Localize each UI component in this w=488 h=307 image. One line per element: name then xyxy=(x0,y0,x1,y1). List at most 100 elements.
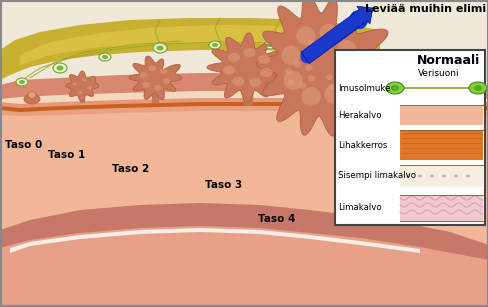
Ellipse shape xyxy=(311,48,318,52)
Ellipse shape xyxy=(227,53,240,62)
Ellipse shape xyxy=(338,87,345,92)
Ellipse shape xyxy=(325,74,332,80)
Polygon shape xyxy=(256,0,387,136)
Polygon shape xyxy=(10,228,419,253)
Text: Taso 0: Taso 0 xyxy=(5,140,42,150)
Ellipse shape xyxy=(319,24,338,43)
Ellipse shape xyxy=(344,70,351,76)
Ellipse shape xyxy=(325,45,332,50)
Ellipse shape xyxy=(465,174,469,177)
Ellipse shape xyxy=(339,65,358,84)
Ellipse shape xyxy=(468,82,486,94)
Ellipse shape xyxy=(153,43,167,53)
Polygon shape xyxy=(20,25,369,90)
Polygon shape xyxy=(0,73,488,307)
Ellipse shape xyxy=(264,41,275,49)
Bar xyxy=(399,165,482,187)
Ellipse shape xyxy=(336,40,356,59)
Ellipse shape xyxy=(298,83,306,89)
Ellipse shape xyxy=(99,53,111,61)
Ellipse shape xyxy=(307,40,313,45)
Ellipse shape xyxy=(77,90,82,94)
Ellipse shape xyxy=(208,41,221,49)
Ellipse shape xyxy=(16,78,28,86)
Ellipse shape xyxy=(260,68,272,77)
Text: Sisempi limakalvo: Sisempi limakalvo xyxy=(337,172,415,181)
FancyArrow shape xyxy=(300,6,372,64)
Bar xyxy=(399,195,482,221)
Text: Taso 1: Taso 1 xyxy=(48,150,85,160)
Ellipse shape xyxy=(313,51,320,56)
Ellipse shape xyxy=(19,80,25,84)
Ellipse shape xyxy=(163,78,170,84)
Ellipse shape xyxy=(212,43,218,47)
Bar xyxy=(399,130,482,160)
Ellipse shape xyxy=(72,82,77,86)
Ellipse shape xyxy=(328,84,335,90)
Polygon shape xyxy=(275,52,325,97)
Text: Herakalvo: Herakalvo xyxy=(337,111,381,119)
Ellipse shape xyxy=(385,82,403,94)
Ellipse shape xyxy=(346,55,352,59)
Ellipse shape xyxy=(142,82,150,87)
Ellipse shape xyxy=(81,78,86,82)
Polygon shape xyxy=(65,71,99,101)
Ellipse shape xyxy=(453,174,457,177)
Ellipse shape xyxy=(286,79,294,86)
Ellipse shape xyxy=(154,85,161,91)
Ellipse shape xyxy=(390,85,398,91)
Ellipse shape xyxy=(148,65,156,71)
Polygon shape xyxy=(317,60,362,100)
Ellipse shape xyxy=(343,53,355,61)
Polygon shape xyxy=(0,98,488,112)
Text: Taso 3: Taso 3 xyxy=(204,180,242,190)
Ellipse shape xyxy=(53,63,67,73)
Ellipse shape xyxy=(293,61,301,68)
Ellipse shape xyxy=(324,85,343,104)
Ellipse shape xyxy=(405,174,409,177)
Ellipse shape xyxy=(284,68,292,75)
Polygon shape xyxy=(0,94,488,108)
Ellipse shape xyxy=(441,174,445,177)
Ellipse shape xyxy=(281,46,300,65)
Ellipse shape xyxy=(24,94,40,104)
Ellipse shape xyxy=(305,64,312,71)
Text: Taso 2: Taso 2 xyxy=(112,164,149,174)
Ellipse shape xyxy=(473,85,481,91)
Ellipse shape xyxy=(156,45,163,50)
Polygon shape xyxy=(0,91,488,104)
Polygon shape xyxy=(0,18,379,99)
Ellipse shape xyxy=(28,91,36,99)
Polygon shape xyxy=(0,106,488,307)
Polygon shape xyxy=(206,33,290,103)
Text: Imusolmuke: Imusolmuke xyxy=(337,84,390,92)
Ellipse shape xyxy=(87,86,92,90)
Ellipse shape xyxy=(319,34,325,39)
Ellipse shape xyxy=(283,71,302,90)
Ellipse shape xyxy=(160,68,167,74)
Ellipse shape xyxy=(346,80,353,86)
Ellipse shape xyxy=(232,77,244,86)
Ellipse shape xyxy=(57,65,63,71)
Polygon shape xyxy=(0,226,488,307)
Ellipse shape xyxy=(417,174,421,177)
Ellipse shape xyxy=(243,48,255,57)
Ellipse shape xyxy=(333,68,340,73)
Ellipse shape xyxy=(307,75,315,81)
Ellipse shape xyxy=(266,43,272,47)
Polygon shape xyxy=(129,56,182,99)
Ellipse shape xyxy=(257,55,269,64)
Ellipse shape xyxy=(223,66,235,75)
Text: Verisuoni: Verisuoni xyxy=(417,69,459,78)
Ellipse shape xyxy=(429,174,433,177)
Polygon shape xyxy=(0,203,488,307)
Text: Taso 4: Taso 4 xyxy=(258,214,295,224)
Text: Normaali: Normaali xyxy=(416,54,479,67)
Ellipse shape xyxy=(139,72,147,78)
Ellipse shape xyxy=(301,87,320,106)
Ellipse shape xyxy=(102,55,108,59)
Text: Lihakkerros: Lihakkerros xyxy=(337,141,386,150)
Bar xyxy=(334,50,484,225)
Bar xyxy=(399,105,482,125)
Polygon shape xyxy=(0,102,488,116)
